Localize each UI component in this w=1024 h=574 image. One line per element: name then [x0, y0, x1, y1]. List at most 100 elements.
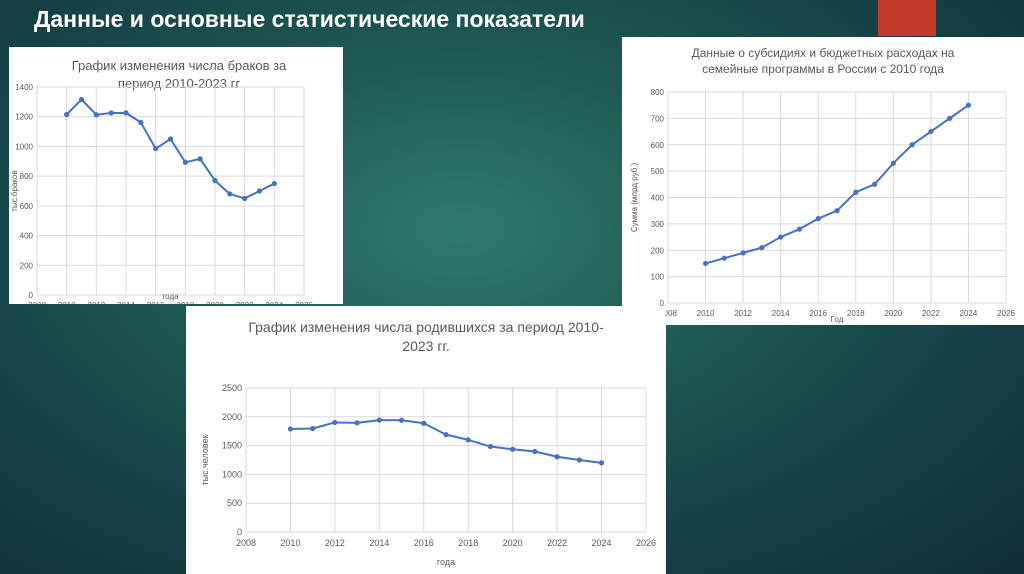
data-point — [242, 195, 248, 202]
y-axis-label: тыс.браков — [10, 170, 19, 211]
data-point — [197, 156, 203, 162]
y-tick-label: 600 — [20, 202, 34, 211]
x-tick-label: 2018 — [176, 301, 194, 304]
x-axis-label: года — [437, 557, 455, 567]
x-axis-label: года — [162, 292, 179, 301]
data-point — [834, 208, 840, 214]
data-point — [576, 457, 582, 463]
data-point — [721, 255, 727, 261]
data-point — [227, 191, 233, 197]
y-tick-label: 1500 — [222, 441, 242, 451]
data-point — [153, 146, 159, 152]
y-tick-label: 2500 — [222, 383, 242, 393]
y-tick-label: 200 — [20, 261, 34, 270]
data-point — [909, 142, 915, 148]
data-point — [510, 446, 516, 452]
y-tick-label: 500 — [651, 167, 665, 176]
x-tick-label: 2020 — [503, 538, 523, 548]
x-tick-label: 2024 — [265, 301, 283, 304]
y-tick-label: 0 — [660, 299, 665, 308]
data-point — [778, 234, 784, 240]
x-tick-label: 2018 — [458, 538, 478, 548]
data-point — [740, 250, 746, 256]
x-tick-label: 2010 — [697, 309, 715, 318]
y-tick-label: 500 — [227, 498, 242, 508]
y-tick-label: 0 — [29, 291, 34, 300]
subsidies-chart-panel: Данные о субсидиях и бюджетных расходах … — [622, 37, 1024, 325]
data-point — [465, 437, 471, 443]
y-tick-label: 700 — [651, 114, 665, 123]
y-tick-label: 800 — [20, 172, 34, 181]
y-tick-label: 100 — [651, 273, 665, 282]
x-tick-label: 2010 — [280, 538, 300, 548]
x-tick-label: 2018 — [847, 309, 865, 318]
data-point — [532, 448, 538, 455]
births-chart: 0 500 1000 1500 2000 2500 2008 2010 2012 2014 2016… — [200, 383, 656, 567]
data-point — [332, 419, 338, 426]
chart-title: Данные о субсидиях и бюджетных расходах … — [642, 45, 1004, 77]
slide-title: Данные и основные статистические показат… — [34, 6, 585, 32]
x-tick-label: 2008 — [236, 538, 256, 548]
data-point — [398, 417, 405, 423]
chart-title-line-1: Данные о субсидиях и бюджетных расходах … — [691, 46, 955, 60]
data-point — [947, 115, 953, 121]
x-tick-label: 2022 — [236, 301, 254, 304]
x-tick-label: 2024 — [592, 538, 612, 548]
data-point — [815, 216, 821, 222]
data-point — [928, 128, 934, 135]
x-tick-label: 2016 — [809, 309, 827, 318]
data-point — [167, 136, 174, 142]
data-point — [310, 425, 316, 432]
x-tick-label: 2022 — [922, 309, 940, 318]
y-tick-label: 1200 — [15, 113, 33, 122]
y-tick-label: 2000 — [222, 412, 242, 422]
data-point — [93, 112, 99, 118]
y-tick-label: 800 — [651, 88, 665, 97]
chart-title-line-2: 2023 гг. — [402, 337, 450, 354]
data-point — [443, 432, 449, 438]
x-tick-label: 2024 — [960, 309, 978, 318]
x-tick-label: 2016 — [147, 301, 165, 304]
x-tick-label: 2012 — [87, 301, 105, 304]
data-point — [965, 102, 972, 108]
data-point — [138, 119, 144, 126]
y-tick-label: 1000 — [15, 142, 33, 151]
data-point — [287, 426, 294, 432]
data-point — [271, 180, 277, 187]
x-axis-label: Год — [831, 315, 844, 324]
data-point — [853, 189, 859, 195]
y-tick-label: 0 — [237, 527, 242, 537]
chart-title-line-2: семейные программы в России с 2010 года — [702, 62, 944, 77]
data-point — [182, 159, 188, 165]
data-point — [212, 178, 218, 184]
data-point — [702, 260, 709, 267]
data-point — [796, 226, 803, 232]
y-tick-label: 1000 — [222, 469, 242, 479]
chart-title: График изменения числа родившихся за пер… — [206, 318, 646, 356]
data-point — [759, 245, 765, 251]
x-tick-label: 2020 — [206, 301, 224, 304]
y-axis-label: тыс.человек — [200, 434, 210, 485]
y-tick-label: 400 — [651, 194, 665, 203]
x-tick-label: 2008 — [659, 309, 677, 318]
data-point — [123, 110, 129, 116]
x-tick-label: 2014 — [117, 301, 135, 304]
x-tick-label: 2026 — [997, 309, 1015, 318]
accent-bar — [878, 0, 936, 36]
data-point — [354, 420, 360, 426]
x-tick-label: 2014 — [369, 538, 389, 548]
data-point — [554, 454, 560, 460]
data-point — [598, 460, 605, 466]
x-tick-label: 2020 — [884, 309, 902, 318]
x-tick-label: 2008 — [28, 301, 46, 304]
births-chart-panel: График изменения числа родившихся за пер… — [186, 306, 666, 574]
x-tick-label: 2026 — [636, 538, 656, 548]
y-axis-label: Сумма (млрд руб.) — [630, 163, 639, 233]
data-point — [871, 181, 878, 187]
y-tick-label: 600 — [651, 141, 665, 150]
data-point — [376, 417, 382, 423]
x-tick-label: 2010 — [58, 301, 76, 304]
marriages-chart-panel: График изменения числа браков за период … — [9, 47, 343, 304]
chart-title-line-1: График изменения числа родившихся за пер… — [248, 319, 604, 335]
data-point — [890, 160, 896, 166]
